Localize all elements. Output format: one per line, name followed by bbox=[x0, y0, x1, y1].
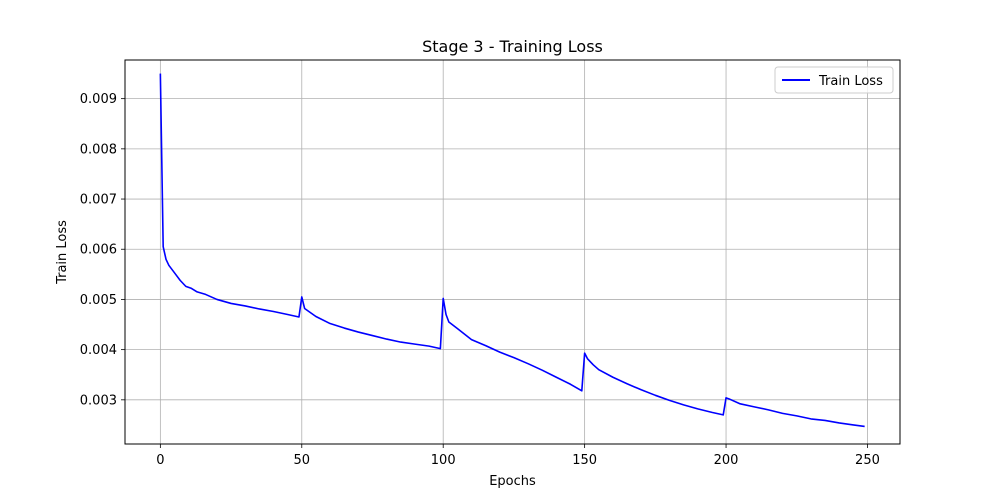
y-axis-label: Train Loss bbox=[55, 220, 70, 285]
y-axis-ticks: 0.003 0.004 0.005 0.006 0.007 0.008 0.009 bbox=[80, 92, 125, 408]
series-layer bbox=[159, 73, 865, 428]
series-line-train-loss bbox=[159, 73, 865, 428]
x-tick-label: 100 bbox=[431, 453, 456, 468]
grid-lines bbox=[125, 60, 900, 444]
x-tick-label: 250 bbox=[855, 453, 880, 468]
y-tick-label: 0.009 bbox=[80, 92, 117, 107]
x-tick-label: 0 bbox=[156, 453, 164, 468]
x-axis-ticks: 0 50 100 150 200 250 bbox=[156, 444, 880, 468]
legend-box bbox=[774, 66, 894, 94]
y-tick-label: 0.004 bbox=[80, 343, 117, 358]
x-axis-label: Epochs bbox=[489, 474, 536, 489]
x-tick-label: 200 bbox=[714, 453, 739, 468]
y-tick-label: 0.007 bbox=[80, 193, 117, 208]
y-tick-label: 0.005 bbox=[80, 293, 117, 308]
legend: Train Loss bbox=[774, 66, 894, 94]
x-tick-label: 50 bbox=[294, 453, 311, 468]
y-tick-label: 0.006 bbox=[80, 243, 117, 258]
y-tick-label: 0.003 bbox=[80, 393, 117, 408]
legend-label-train-loss: Train Loss bbox=[818, 74, 883, 89]
plot-area-frame bbox=[124, 59, 901, 445]
x-tick-label: 150 bbox=[572, 453, 597, 468]
y-tick-label: 0.008 bbox=[80, 142, 117, 157]
chart-title: Stage 3 - Training Loss bbox=[422, 37, 603, 56]
